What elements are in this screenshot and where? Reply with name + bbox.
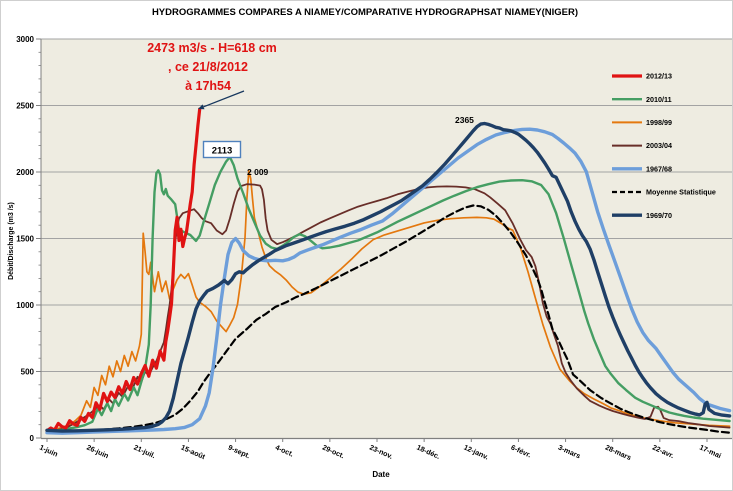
x-tick-label-18-d-c-: 18-déc. (415, 443, 441, 461)
orange-peak-value: 2 009 (247, 167, 269, 177)
x-tick-label-29-oct-: 29-oct. (321, 443, 346, 461)
y-tick-label-3000: 3000 (16, 35, 34, 44)
y-tick-label-1000: 1000 (16, 301, 34, 310)
legend-item-1967-68: 1967/68 (612, 164, 672, 173)
series-line-2012-13 (45, 107, 202, 433)
series-line-moyenne-statistique (45, 204, 731, 434)
series-lines (45, 107, 732, 435)
legend-label-2010-11: 2010/11 (646, 95, 672, 104)
x-tick-label-17-mai: 17-mai (698, 443, 722, 460)
peak-annotation-line2: , ce 21/8/2012 (168, 60, 248, 74)
x-tick-label-21-juil-: 21-juil. (132, 443, 156, 460)
series-line-2003-04 (46, 183, 731, 433)
navy-peak-value: 2365 (455, 115, 474, 125)
x-tick-label-12-janv-: 12-janv. (462, 443, 490, 462)
y-axis-ticks: 0 500 1000 1500 2000 2500 3000 (16, 35, 41, 443)
series-line-2010-11 (45, 155, 731, 434)
legend-item-1998-99: 1998/99 (612, 118, 672, 127)
x-axis-title: Date (372, 470, 390, 479)
y-tick-label-2000: 2000 (16, 168, 34, 177)
legend-item-moyenne-statistique: Moyenne Statistique (612, 188, 716, 197)
legend-item-2010-11: 2010/11 (612, 95, 672, 104)
x-tick-label-1-juin: 1-juin (38, 443, 59, 459)
chart-title: HYDROGRAMMES COMPARES A NIAMEY/COMPARATI… (152, 7, 578, 18)
annotation-arrow-icon (198, 90, 245, 110)
series-line-1969-70 (45, 121, 732, 433)
legend-label-1969-70: 1969/70 (646, 211, 672, 220)
legend-item-2003-04: 2003/04 (612, 141, 672, 150)
legend-label-2012-13: 2012/13 (646, 72, 672, 81)
series-line-1967-68 (45, 127, 732, 435)
legend-label-moyenne-statistique: Moyenne Statistique (646, 188, 716, 197)
y-tick-label-0: 0 (30, 434, 35, 443)
legend: 2012/13 2010/11 1998/99 2003/04 1967/68 Moyen… (612, 72, 716, 220)
x-tick-label-28-mars: 28-mars (604, 443, 633, 462)
x-tick-label-9-sept-: 9-sept. (227, 443, 252, 461)
y-axis-title: Débit/Discharge (m3 /s) (8, 202, 15, 280)
legend-item-2012-13: 2012/13 (612, 72, 672, 81)
green-peak-callout: 2113 (202, 140, 242, 159)
legend-label-1998-99: 1998/99 (646, 118, 672, 127)
peak-annotation-line3: à 17h54 (185, 79, 231, 93)
green-peak-value: 2113 (212, 146, 233, 157)
series-line-1998-99 (46, 169, 731, 432)
x-tick-label-15-ao-t: 15-août (180, 443, 208, 462)
legend-label-2003-04: 2003/04 (646, 141, 672, 150)
x-tick-label-6-f-vr-: 6-févr. (510, 443, 533, 460)
x-tick-label-22-avr-: 22-avr. (651, 443, 675, 460)
x-tick-label-3-mars: 3-mars (557, 443, 582, 461)
y-tick-label-1500: 1500 (16, 234, 34, 243)
legend-label-1967-68: 1967/68 (646, 164, 672, 173)
x-tick-label-23-nov-: 23-nov. (368, 443, 394, 461)
y-tick-label-500: 500 (21, 367, 35, 376)
x-tick-label-4-oct-: 4-oct. (274, 443, 295, 459)
peak-annotation-line1: 2473 m3/s - H=618 cm (147, 41, 277, 55)
y-tick-label-2500: 2500 (16, 101, 34, 110)
legend-item-1969-70: 1969/70 (612, 211, 672, 220)
x-tick-label-26-juin: 26-juin (85, 443, 110, 461)
x-axis-ticks: 1-juin 26-juin 21-juil. 15-août 9-sept. 4-oct… (38, 438, 723, 462)
